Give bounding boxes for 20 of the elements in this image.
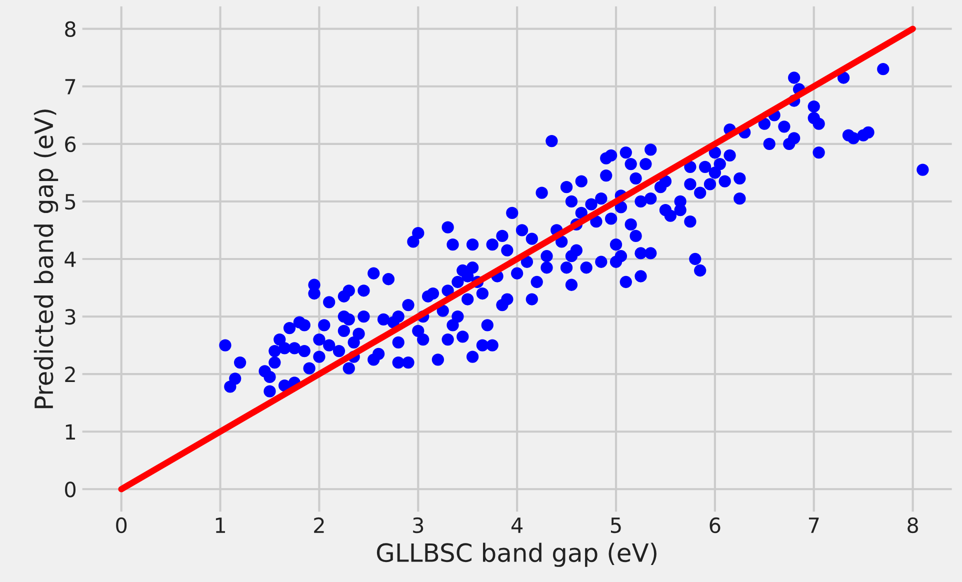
y-tick-label: 2 (65, 366, 75, 382)
x-tick-label: 4 (511, 518, 523, 533)
y-tick-label: 5 (65, 194, 76, 210)
x-tick-label: 3 (413, 517, 424, 534)
x-axis-title: GLLBSC band gap (eV) (376, 542, 656, 567)
x-tick-label: 2 (314, 517, 324, 533)
y-tick-label: 4 (64, 252, 76, 267)
x-tick-label: 5 (610, 518, 621, 534)
x-tick-label: 1 (216, 518, 225, 533)
y-tick-label: 1 (66, 424, 75, 440)
x-tick-label: 8 (908, 517, 918, 534)
y-tick-label: 6 (65, 136, 76, 152)
x-tick-label: 6 (710, 517, 720, 534)
y-axis-title: Predicted band gap (eV) (34, 110, 58, 408)
y-tick-label: 7 (65, 79, 76, 94)
y-tick-label: 0 (65, 482, 76, 498)
x-tick-label: 0 (116, 517, 127, 534)
x-tick-label: 7 (808, 518, 819, 533)
y-tick-label: 8 (65, 21, 76, 38)
y-tick-label: 3 (65, 308, 76, 325)
